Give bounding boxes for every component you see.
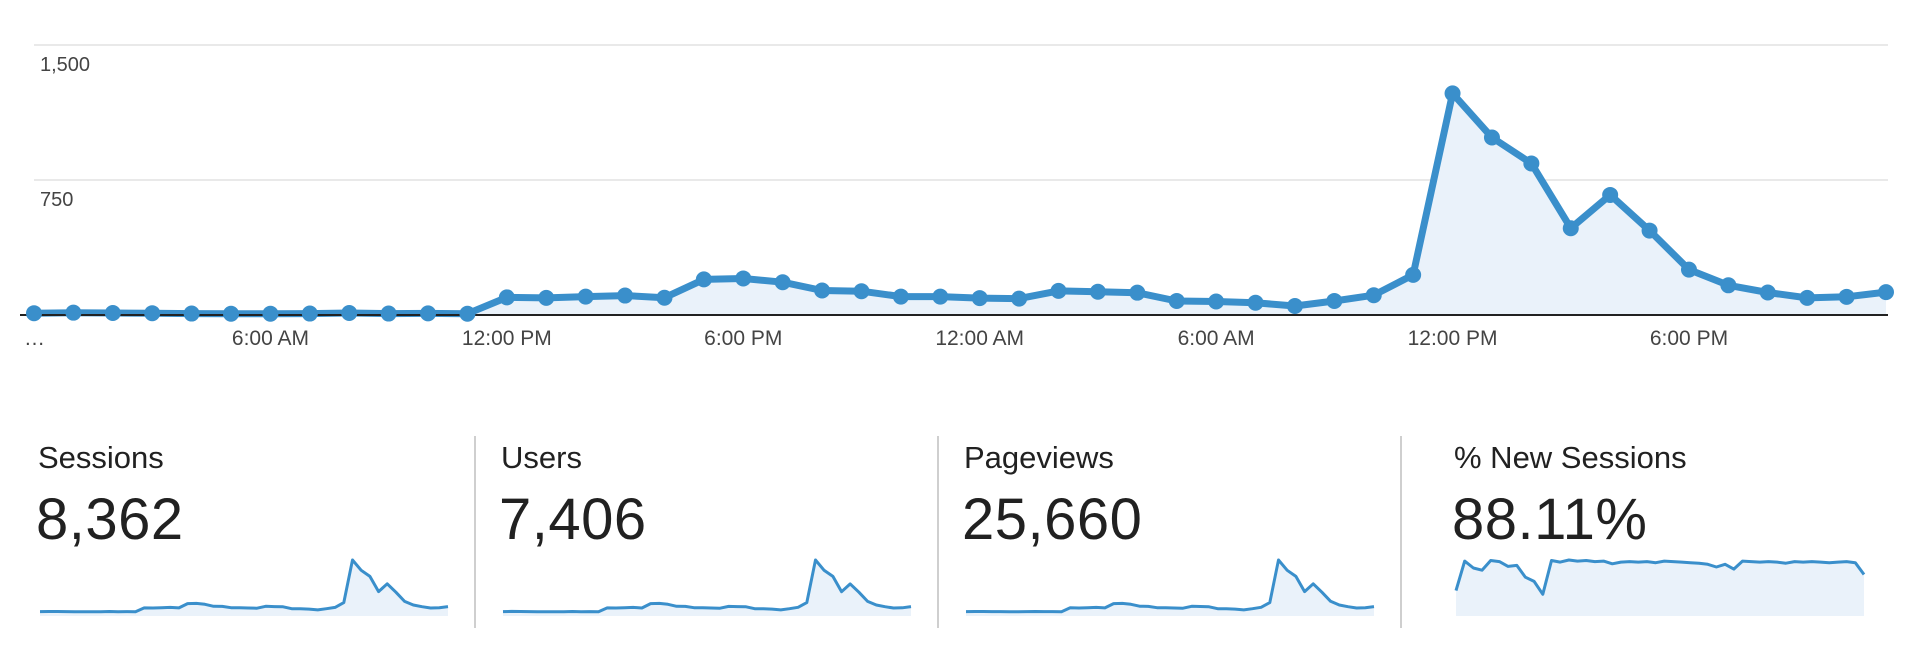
data-point (1838, 288, 1855, 305)
data-point (1089, 283, 1106, 300)
data-point (1208, 293, 1225, 310)
metric-label: Sessions (38, 440, 164, 475)
data-point (1326, 292, 1343, 309)
data-point (1483, 129, 1500, 146)
metric-label: Users (501, 440, 582, 475)
data-point (65, 304, 82, 321)
data-point (301, 305, 318, 322)
y-axis-labels: 1,500 750 (40, 54, 90, 211)
data-point (1444, 85, 1461, 102)
metric-value: 25,660 (962, 487, 1143, 552)
y-tick-label: 1,500 (40, 54, 90, 76)
data-point (380, 305, 397, 322)
data-point (1011, 290, 1028, 307)
data-point (223, 305, 240, 322)
data-point (144, 305, 161, 322)
data-point (1878, 284, 1894, 301)
metric-label: Pageviews (964, 440, 1114, 475)
data-point (1799, 289, 1816, 306)
data-point (853, 283, 870, 300)
metric-divider (474, 436, 476, 628)
data-point (1286, 298, 1303, 314)
data-point (892, 288, 909, 305)
data-point (617, 287, 634, 304)
data-point (459, 305, 476, 322)
x-axis-labels: … 6:00 AM 12:00 PM 6:00 PM 12:00 AM 6:00 AM 12… (24, 327, 1728, 350)
data-point (1680, 261, 1697, 278)
data-point (420, 305, 437, 322)
sparkline (1454, 558, 1866, 616)
metric-sessions[interactable]: Sessions 8,362 (0, 436, 462, 628)
data-point (1720, 277, 1737, 294)
data-point (735, 270, 752, 287)
x-tick-label: 6:00 PM (704, 327, 782, 350)
metric-new-sessions[interactable]: % New Sessions 88.11% (1416, 436, 1878, 628)
data-point (971, 290, 988, 307)
metric-value: 7,406 (499, 487, 647, 552)
series-area-fill (34, 93, 1886, 316)
data-point (577, 288, 594, 305)
metric-users[interactable]: Users 7,406 (463, 436, 925, 628)
sparkline (39, 558, 449, 616)
data-point (1759, 284, 1776, 301)
metrics-row: Sessions 8,362 Users 7,406 Pageviews 25,… (0, 436, 1920, 628)
metric-divider (937, 436, 939, 628)
data-point (1247, 294, 1264, 311)
data-point (1129, 284, 1146, 301)
sparkline-area (40, 560, 448, 616)
data-point (26, 305, 42, 322)
data-point (1523, 155, 1540, 172)
metric-value: 8,362 (36, 487, 184, 552)
data-points (26, 85, 1894, 322)
metric-value: 88.11% (1452, 487, 1648, 552)
y-tick-label: 750 (40, 189, 73, 211)
data-point (1641, 222, 1658, 239)
metric-divider (1400, 436, 1402, 628)
sparkline-path (502, 558, 912, 614)
sparkline-path (39, 558, 449, 614)
sparkline-path (1454, 558, 1866, 596)
x-tick-label: 12:00 AM (935, 327, 1024, 350)
x-tick-label: 6:00 AM (1178, 327, 1255, 350)
data-point (1405, 266, 1422, 283)
sparkline (965, 558, 1375, 616)
x-tick-label: … (24, 327, 45, 350)
data-point (1562, 220, 1579, 237)
gridlines (34, 44, 1888, 181)
x-tick-label: 6:00 AM (232, 327, 309, 350)
metric-label: % New Sessions (1454, 440, 1687, 475)
data-point (341, 305, 358, 322)
data-point (183, 305, 200, 322)
x-tick-label: 12:00 PM (462, 327, 552, 350)
data-point (538, 289, 555, 306)
data-point (1602, 186, 1619, 203)
data-point (1168, 292, 1185, 309)
x-tick-label: 6:00 PM (1650, 327, 1728, 350)
data-point (104, 305, 121, 322)
sparkline-area (1456, 560, 1864, 616)
data-point (774, 274, 791, 291)
data-point (695, 271, 712, 288)
sparkline (502, 558, 912, 616)
data-point (814, 282, 831, 299)
metric-pageviews[interactable]: Pageviews 25,660 (926, 436, 1388, 628)
data-point (262, 305, 279, 322)
sparkline-area (503, 560, 911, 616)
sparkline-path (965, 558, 1375, 614)
sparkline-area (966, 560, 1374, 616)
x-tick-label: 12:00 PM (1408, 327, 1498, 350)
data-point (1050, 282, 1067, 299)
data-point (498, 289, 515, 306)
data-point (1365, 287, 1382, 304)
sessions-line-chart: 1,500 750 … 6:00 AM 12:00 PM 6:00 PM 12:00 AM… (20, 44, 1894, 350)
data-point (656, 289, 673, 306)
data-point (932, 288, 949, 305)
